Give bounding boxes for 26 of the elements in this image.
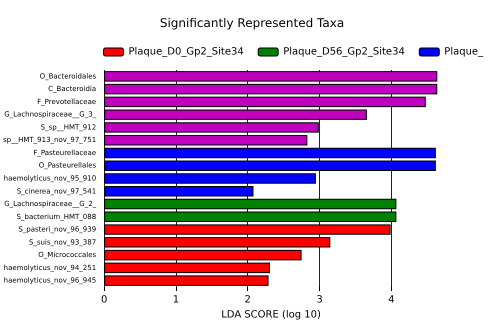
bar [104, 109, 367, 120]
x-tick-label: 3 [316, 294, 323, 306]
bar [104, 160, 436, 171]
bar [104, 186, 254, 196]
bar [104, 250, 302, 260]
bar [104, 122, 319, 133]
bar [104, 84, 438, 94]
bar [104, 198, 396, 210]
x-axis-title: LDA SCORE (log 10) [221, 309, 322, 320]
x-tick-label: 2 [244, 294, 251, 306]
bar [104, 71, 438, 82]
bar [104, 237, 330, 248]
legend-label: Plaque_D0_Gp2_Site34 [128, 46, 244, 58]
bar [104, 212, 396, 222]
bar [104, 173, 316, 184]
bar [104, 96, 426, 108]
bar [104, 224, 391, 235]
bar [104, 262, 270, 274]
bar [104, 148, 436, 158]
legend-label: Plaque_ [444, 46, 484, 58]
x-tick-label: 0 [100, 294, 108, 306]
bar [104, 134, 308, 146]
legend-label: Plaque_D56_Gp2_Site34 [283, 46, 405, 58]
x-tick-label: 1 [172, 294, 180, 306]
x-tick-label: 4 [388, 294, 395, 306]
chart-title: Significantly Represented Taxa [160, 16, 344, 30]
